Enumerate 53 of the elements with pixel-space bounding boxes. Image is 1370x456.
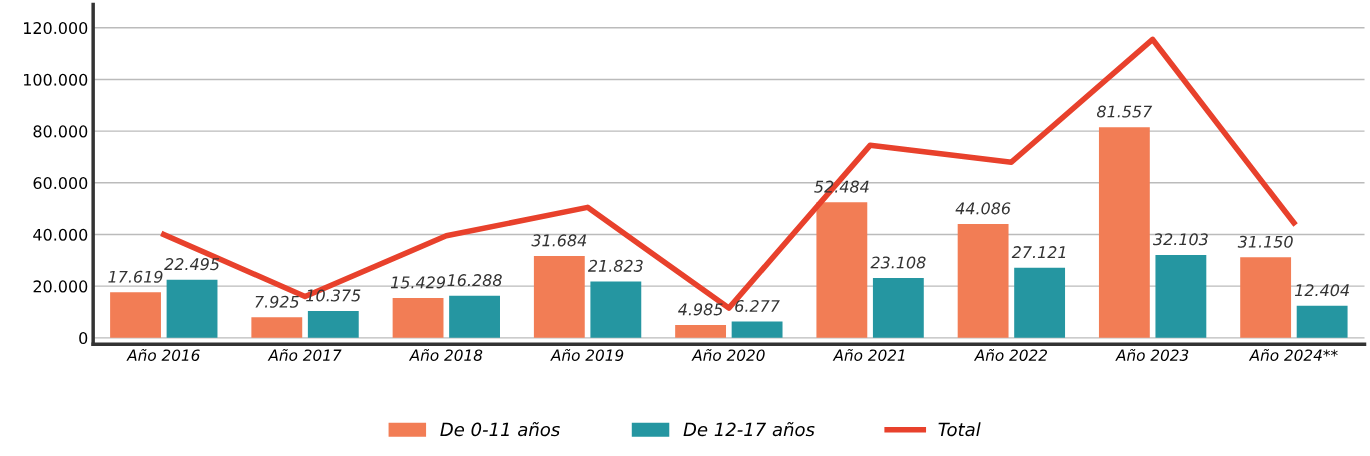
y-tick-label: 80.000 [33,125,88,138]
x-tick-label: Año 2023 [1115,348,1189,361]
x-tick-label: Año 2018 [408,348,483,361]
legend-label: De 0-11 años [440,421,560,437]
data-label: 81.557 [1096,105,1153,118]
legend-label: Total [938,422,981,437]
bar [1296,305,1348,338]
bar [816,202,868,338]
data-label: 17.619 [108,270,163,283]
bar [675,324,727,338]
x-tick-label: Año 2022 [973,348,1048,361]
bar [872,278,924,338]
bar [1155,254,1207,338]
data-label: 22.495 [164,258,220,271]
legend-label: De 12-17 años [683,421,815,437]
x-tick-label: Año 2021 [832,348,905,361]
x-tick-label: Año 2019 [550,348,624,361]
data-label: 7.925 [255,295,299,308]
data-label: 44.086 [955,202,1011,215]
data-label: 4.985 [678,303,723,316]
bar [449,295,500,338]
bar [1098,127,1150,338]
data-label: 21.823 [587,259,643,272]
y-tick-label: 100.000 [24,73,88,86]
bar [110,292,161,338]
bar [1240,257,1292,338]
data-label: 12.404 [1294,284,1349,297]
bar [957,223,1009,338]
data-label: 32.103 [1152,233,1208,246]
y-tick-label: 0 [79,332,88,345]
bar [392,297,444,338]
x-tick-label: Año 2020 [691,348,765,361]
y-tick-label: 60.000 [33,177,88,190]
x-tick-label: Año 2016 [126,348,200,361]
data-label: 16.288 [447,274,502,287]
y-tick-label: 120.000 [24,22,88,35]
data-label: 23.108 [870,256,926,269]
bar [590,281,642,338]
x-tick-label: Año 2017 [267,348,342,361]
data-label: 27.121 [1011,246,1066,258]
bar [307,311,359,338]
bar [251,317,303,338]
bar [166,279,218,338]
data-label: 31.684 [531,234,587,247]
data-label: 15.429 [390,276,446,289]
bar [1014,267,1066,338]
data-label: 6.277 [735,299,780,313]
y-tick-label: 20.000 [33,280,88,293]
bar [731,321,783,338]
bar [533,255,585,338]
y-tick-label: 40.000 [33,228,88,241]
x-tick-label: Año 2024** [1248,348,1338,361]
data-label: 31.150 [1237,235,1293,248]
